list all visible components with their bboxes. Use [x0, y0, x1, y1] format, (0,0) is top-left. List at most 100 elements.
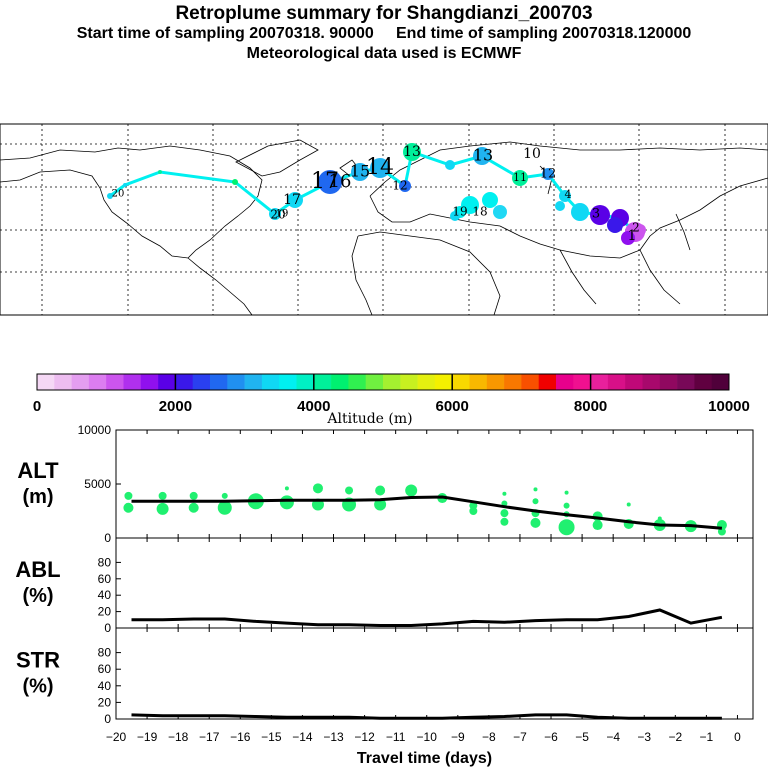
alt-point-17 — [374, 498, 387, 511]
retroplume-path — [107, 143, 646, 245]
sampling-time-line: Start time of sampling 20070318. 90000 E… — [76, 25, 692, 42]
colorbar-swatch-1 — [37, 374, 55, 390]
plume-cluster-12 — [445, 160, 455, 170]
xtick-label--11: −11 — [386, 730, 406, 744]
ytick-label-0: 0 — [104, 712, 111, 726]
xtick-label--6: −6 — [544, 730, 558, 744]
colorbar-swatch-29 — [521, 374, 539, 390]
map-frame — [0, 123, 768, 316]
plume-blob-8 — [634, 224, 646, 236]
map-label-18: 19 — [276, 209, 289, 220]
plume-blob-2 — [482, 192, 498, 208]
series-line-abl — [131, 608, 723, 627]
xtick-label--9: −9 — [451, 730, 465, 744]
alt-point-33 — [558, 519, 575, 536]
ytick-label-60: 60 — [98, 572, 112, 586]
alt-point-30 — [564, 490, 569, 495]
map-graticule — [0, 124, 768, 315]
alt-point-3 — [158, 491, 167, 500]
xtick-label--14: −14 — [292, 730, 313, 744]
colorbar-swatch-7 — [140, 374, 159, 390]
xtick-label--10: −10 — [417, 730, 438, 744]
xtick-label-0: 0 — [734, 730, 741, 744]
ytick-label-40: 40 — [98, 588, 112, 602]
plume-cluster-2 — [123, 183, 127, 187]
xtick-label--7: −7 — [513, 730, 527, 744]
colorbar-swatch-12 — [227, 374, 245, 390]
map-label-7: 10 — [523, 146, 541, 162]
colorbar-swatch-19 — [348, 374, 366, 390]
plume-blob-1 — [461, 196, 479, 214]
xtick-label--12: −12 — [354, 730, 375, 744]
colorbar-swatch-34 — [607, 374, 626, 390]
xtick-label--8: −8 — [482, 730, 496, 744]
colorbar-swatch-14 — [261, 374, 280, 390]
ytick-label-80: 80 — [98, 555, 112, 569]
plume-cluster-9 — [370, 158, 390, 178]
colorbar-tick-2000: 2000 — [159, 398, 192, 415]
colorbar-swatch-3 — [71, 374, 90, 390]
plume-cluster-10 — [399, 180, 411, 192]
map-label-3: 3 — [592, 207, 600, 222]
map-label-17: 17 — [283, 192, 301, 208]
ytick-label-5000: 5000 — [84, 477, 111, 491]
colorbar-swatch-13 — [244, 374, 263, 390]
ylabel-str: STR — [16, 648, 60, 673]
plume-cluster-8 — [351, 163, 369, 181]
colorbar-swatch-11 — [210, 374, 228, 390]
alt-point-26 — [533, 487, 538, 492]
xtick-label--20: −20 — [106, 730, 127, 744]
map-label-20: 20 — [112, 189, 125, 200]
plume-blob-5 — [450, 211, 460, 221]
colorbar-swatch-20 — [365, 374, 384, 390]
map-label-16: 17 — [311, 169, 339, 194]
colorbar-swatch-35 — [625, 374, 643, 390]
ylabel-unit-abl: (%) — [22, 585, 53, 607]
plume-cluster-13 — [473, 147, 491, 165]
panel-alt: 10000 5000 0 ALT (m) — [17, 423, 754, 545]
alt-point-8 — [217, 500, 232, 515]
colorbar-swatch-9 — [175, 374, 193, 390]
plume-cluster-17 — [571, 203, 589, 221]
colorbar-swatch-32 — [573, 374, 591, 390]
series-line-str — [131, 713, 722, 720]
ytick-label-0: 0 — [104, 531, 111, 545]
map-label-14: 15 — [350, 162, 370, 181]
colorbar-tick-6000: 6000 — [436, 398, 469, 415]
colorbar-swatch-8 — [158, 374, 176, 390]
ylabel-alt: ALT — [17, 458, 59, 483]
colorbar-swatch-24 — [434, 374, 453, 390]
colorbar-swatch-23 — [417, 374, 436, 390]
alt-point-24 — [500, 509, 509, 518]
colorbar-label: Altitude (m) — [326, 411, 412, 427]
alt-point-12 — [312, 483, 323, 494]
meteorological-data-line: Meteorological data used is ECMWF — [246, 45, 522, 62]
xtick-label--16: −16 — [230, 730, 251, 744]
colorbar-swatch-22 — [400, 374, 418, 390]
alt-point-6 — [188, 502, 199, 513]
xtick-label--5: −5 — [575, 730, 589, 744]
plume-cluster-18 — [590, 205, 610, 225]
series-line-alt — [131, 495, 723, 530]
xtick-label--13: −13 — [323, 730, 344, 744]
colorbar-swatch-2 — [54, 374, 72, 390]
alt-point-23 — [501, 500, 508, 507]
alt-point-2 — [123, 502, 134, 513]
colorbar-swatch-37 — [659, 374, 678, 390]
xtick-label--15: −15 — [261, 730, 282, 744]
panel-frame-str — [115, 627, 754, 720]
ylabel-unit-alt: (m) — [22, 486, 53, 508]
colorbar-swatch-25 — [452, 374, 470, 390]
map-label-6: 11 — [513, 171, 527, 184]
colorbar-tick-0: 0 — [33, 398, 41, 415]
colorbar-swatch-28 — [504, 374, 522, 390]
alt-point-4 — [156, 502, 169, 515]
map-label-8: 13 — [473, 146, 493, 165]
map-label-12: 12 — [392, 179, 407, 193]
plume-blob-6 — [607, 217, 623, 233]
alt-point-1 — [124, 491, 133, 500]
ytick-label-60: 60 — [98, 662, 112, 676]
alt-point-7 — [221, 492, 228, 499]
colorbar-swatch-17 — [313, 374, 332, 390]
